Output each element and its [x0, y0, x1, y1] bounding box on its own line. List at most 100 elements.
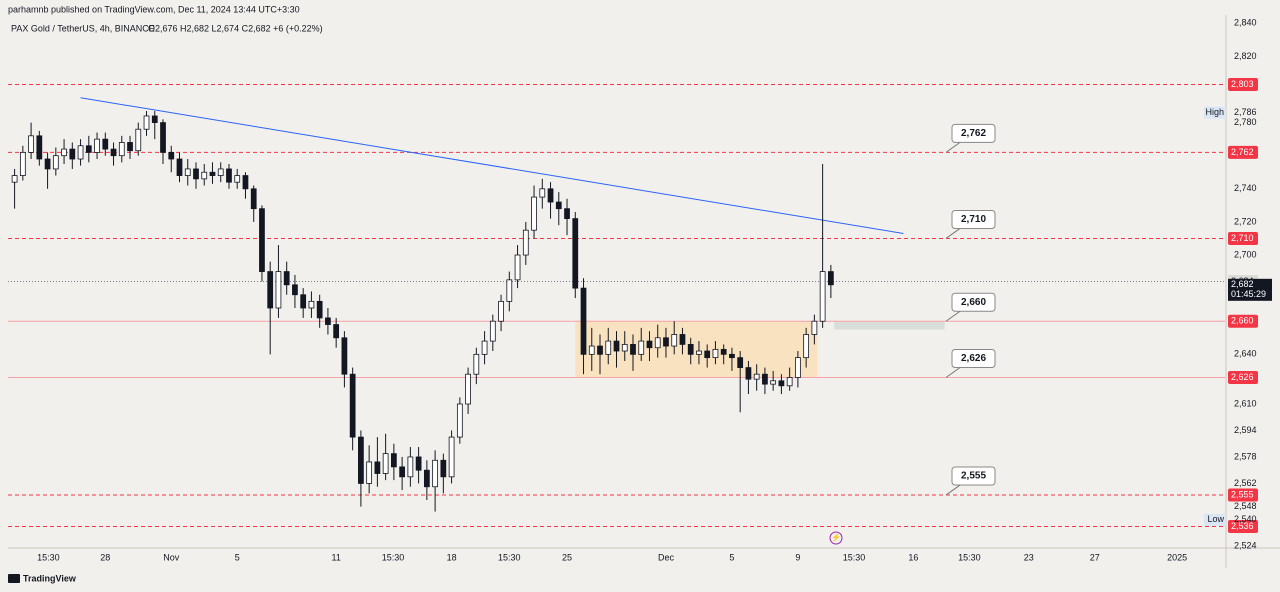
candle-body: [737, 357, 744, 368]
candle-body: [456, 403, 463, 438]
candle-body: [539, 188, 546, 198]
close-badge: [1228, 278, 1272, 301]
callout-leader: [945, 367, 961, 378]
candle-body: [160, 122, 166, 153]
y-tick-label: 2,700: [1234, 249, 1257, 259]
candle-body: [679, 334, 686, 345]
symbol: PAX Gold / TetherUS, 4h, BINANCE: [11, 23, 155, 33]
event-icon-glyph: ⚡: [831, 532, 841, 542]
x-tick-label: 15:30: [382, 552, 405, 562]
candle-body: [259, 208, 265, 272]
y-tick-label: 2,720: [1234, 216, 1257, 226]
candle-body: [226, 168, 232, 183]
x-tick-label: 15:30: [843, 552, 866, 562]
candle-body: [176, 158, 183, 176]
candle-body: [555, 201, 562, 210]
candle-body: [564, 208, 570, 219]
candle-body: [506, 279, 513, 302]
callout-label: 2,762: [961, 128, 986, 139]
candle-body: [613, 340, 620, 352]
candle-body: [432, 459, 438, 488]
candle-body: [778, 380, 785, 387]
candle-body: [118, 142, 125, 157]
candle-body: [514, 254, 521, 281]
level-badge: [1228, 488, 1258, 502]
candle-body: [234, 175, 241, 183]
candle-body: [828, 271, 834, 286]
candle-body: [621, 344, 628, 352]
candle-body: [193, 168, 199, 180]
y-tick-label: 2,640: [1234, 349, 1257, 359]
candle-body: [663, 337, 669, 347]
candle-body: [151, 115, 158, 123]
callout-label: 2,626: [961, 353, 986, 364]
x-tick-label: Nov: [163, 552, 180, 562]
x-tick-label: 11: [331, 552, 340, 562]
x-tick-label: 15:30: [958, 552, 981, 562]
candle-body: [630, 344, 636, 355]
candle-body: [19, 151, 26, 176]
x-tick-label: 15:30: [37, 552, 60, 562]
callout-label: 2,555: [961, 471, 986, 482]
x-tick-label: 2025: [1167, 552, 1187, 562]
candle-body: [250, 188, 257, 210]
level-badge-label: 2,536: [1231, 521, 1254, 531]
candle-body: [110, 148, 117, 157]
candle-body: [605, 340, 612, 355]
candle-body: [52, 155, 59, 170]
y-tick-label: 2,820: [1234, 51, 1257, 61]
trendline: [80, 97, 904, 234]
level-badge: [1228, 145, 1258, 159]
event-icon[interactable]: [829, 531, 843, 545]
candle-body: [646, 340, 653, 349]
candle-body: [308, 300, 315, 309]
x-tick-label: 9: [795, 552, 800, 562]
y-tick-label: 2,610: [1234, 398, 1257, 408]
x-tick-label: 5: [235, 552, 240, 562]
y-tick-label: 2,780: [1234, 117, 1257, 127]
level-badge: [1228, 78, 1258, 92]
high-mark-value: 2,786: [1234, 107, 1257, 117]
candle-body: [638, 340, 645, 355]
candle-body: [85, 145, 92, 153]
candle-body: [283, 271, 290, 286]
candle-body: [61, 148, 67, 157]
callout-leader: [945, 484, 961, 496]
candle-body: [143, 115, 150, 130]
candle-body: [547, 188, 554, 203]
y-tick-label: 2,548: [1234, 501, 1257, 511]
y-tick-label: 2,562: [1234, 478, 1257, 488]
candle-body: [489, 320, 496, 342]
candle-body: [580, 287, 587, 355]
candle-body: [770, 380, 777, 385]
level-badge-label: 2,803: [1231, 79, 1254, 89]
candle-body: [77, 145, 84, 160]
candle-body: [440, 459, 447, 478]
countdown-label: 01:45:29: [1231, 289, 1266, 299]
candle-body: [44, 158, 51, 170]
candle-body: [292, 284, 298, 296]
y-tick-label: 2,524: [1234, 541, 1257, 551]
candle-body: [184, 168, 191, 176]
candle-body: [498, 300, 504, 322]
y-tick-label: 2,594: [1234, 425, 1257, 435]
level-badge-label: 2,555: [1231, 489, 1254, 499]
candle-body: [135, 128, 142, 152]
candle-body: [333, 324, 340, 339]
candle-body: [704, 350, 711, 359]
candle-body: [11, 175, 18, 183]
candle-body: [696, 350, 702, 355]
candle-body: [811, 320, 818, 335]
candle-body: [687, 344, 694, 355]
candle-body: [588, 345, 595, 355]
candle-body: [399, 466, 405, 478]
x-tick-label: 23: [1024, 552, 1034, 562]
candle-body: [654, 337, 661, 349]
candle-body: [803, 334, 810, 359]
candle-body: [209, 171, 216, 176]
candle-body: [671, 334, 678, 347]
candle-body: [712, 348, 719, 359]
low-mark-label: Low: [1207, 514, 1224, 524]
callout-leader: [945, 141, 961, 153]
footer-brand: TradingView: [23, 573, 77, 583]
